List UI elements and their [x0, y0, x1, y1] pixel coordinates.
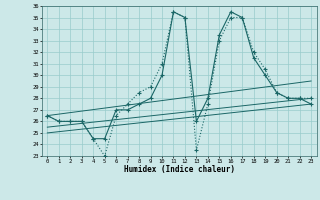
- X-axis label: Humidex (Indice chaleur): Humidex (Indice chaleur): [124, 165, 235, 174]
